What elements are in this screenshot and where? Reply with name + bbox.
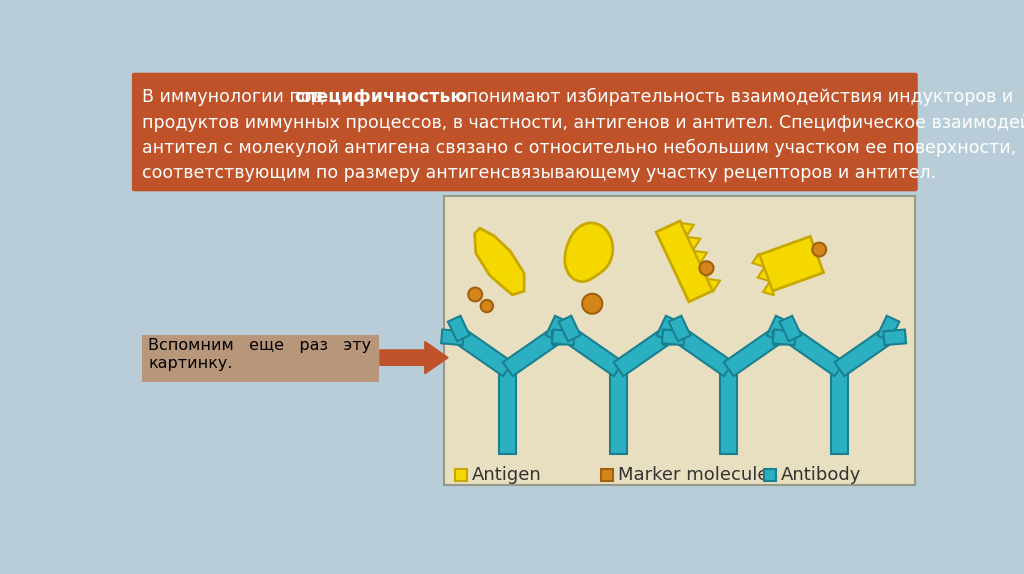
Circle shape <box>468 288 482 301</box>
Bar <box>764 468 776 481</box>
Polygon shape <box>565 223 612 282</box>
Polygon shape <box>681 223 694 235</box>
Bar <box>610 369 627 454</box>
Polygon shape <box>656 221 713 302</box>
Polygon shape <box>884 329 906 345</box>
Polygon shape <box>772 329 796 345</box>
Polygon shape <box>835 331 889 376</box>
Polygon shape <box>546 316 567 341</box>
Polygon shape <box>708 279 720 292</box>
Polygon shape <box>669 316 690 341</box>
Circle shape <box>699 261 714 275</box>
Polygon shape <box>552 329 574 345</box>
Polygon shape <box>663 329 685 345</box>
Polygon shape <box>758 268 769 281</box>
Polygon shape <box>459 331 513 376</box>
FancyBboxPatch shape <box>132 73 918 191</box>
Text: Вспомним   еще   раз   эту
картинку.: Вспомним еще раз эту картинку. <box>148 339 372 371</box>
Polygon shape <box>662 329 685 345</box>
Bar <box>500 369 516 454</box>
Text: антител с молекулой антигена связано с относительно небольшим участком ее поверх: антител с молекулой антигена связано с о… <box>142 139 1016 157</box>
Text: Antigen: Antigen <box>472 466 542 484</box>
Circle shape <box>480 300 493 312</box>
Text: Marker molecule: Marker molecule <box>617 466 768 484</box>
Polygon shape <box>447 316 470 341</box>
Polygon shape <box>569 331 624 376</box>
Text: специфичностью: специфичностью <box>294 88 467 106</box>
Polygon shape <box>559 316 581 341</box>
Polygon shape <box>753 253 764 266</box>
Polygon shape <box>656 316 679 341</box>
Bar <box>720 369 737 454</box>
Polygon shape <box>773 329 796 345</box>
Polygon shape <box>613 331 668 376</box>
Circle shape <box>812 243 826 257</box>
Circle shape <box>583 294 602 314</box>
Polygon shape <box>552 329 574 345</box>
Polygon shape <box>441 329 464 345</box>
Polygon shape <box>474 228 524 295</box>
Bar <box>601 468 613 481</box>
Bar <box>830 369 848 454</box>
Polygon shape <box>503 331 557 376</box>
Polygon shape <box>791 331 845 376</box>
Polygon shape <box>694 251 707 263</box>
Polygon shape <box>779 316 802 341</box>
Polygon shape <box>878 316 899 341</box>
FancyBboxPatch shape <box>142 335 379 382</box>
Polygon shape <box>763 282 774 296</box>
FancyBboxPatch shape <box>444 196 915 484</box>
Text: Antibody: Antibody <box>780 466 861 484</box>
Bar <box>455 468 467 481</box>
Text: В иммунологии под                          понимают избирательность взаимодейств: В иммунологии под понимают избирательнос… <box>142 88 1013 106</box>
Polygon shape <box>700 265 714 277</box>
Polygon shape <box>724 331 778 376</box>
Polygon shape <box>767 316 788 341</box>
Polygon shape <box>759 236 823 291</box>
FancyArrow shape <box>380 342 449 374</box>
Text: соответствующим по размеру антигенсвязывающему участку рецепторов и антител.: соответствующим по размеру антигенсвязыв… <box>142 164 936 183</box>
Polygon shape <box>679 331 733 376</box>
Text: продуктов иммунных процессов, в частности, антигенов и антител. Специфическое вз: продуктов иммунных процессов, в частност… <box>142 114 1024 131</box>
Polygon shape <box>687 237 700 250</box>
